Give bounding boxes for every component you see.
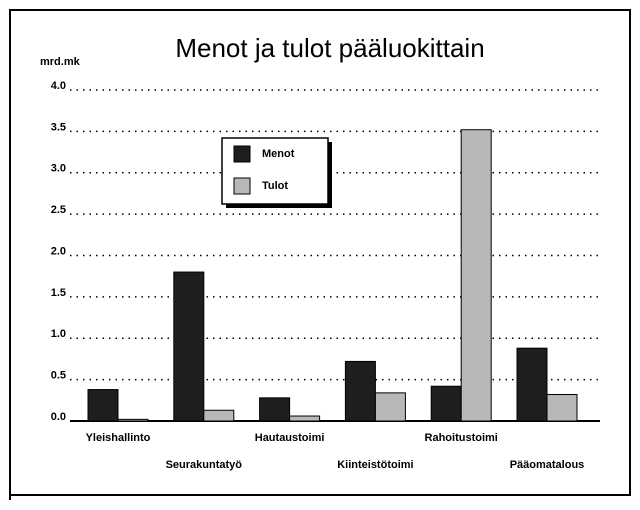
bar (87, 389, 119, 422)
legend-swatch (233, 177, 251, 195)
bar (259, 397, 291, 422)
x-tick-label: Rahoitustoimi (425, 432, 498, 444)
y-tick-label: 0.5 (51, 370, 66, 382)
y-tick-label: 2.0 (51, 245, 66, 257)
x-tick-label: Hautaustoimi (255, 432, 325, 444)
y-axis-label: mrd.mk (40, 56, 81, 68)
bar (289, 415, 321, 422)
bar (460, 129, 492, 422)
x-tick-label: Pääomatalous (510, 459, 585, 471)
frame (9, 9, 631, 500)
y-tick-label: 1.5 (51, 287, 66, 299)
y-tick-label: 1.0 (51, 328, 66, 340)
x-tick-label: Seurakuntatyö (166, 459, 243, 471)
bar (173, 271, 205, 422)
x-tick-label: Yleishallinto (86, 432, 151, 444)
bar (117, 418, 149, 422)
y-tick-label: 2.5 (51, 204, 66, 216)
chart-title: Menot ja tulot pääluokittain (175, 33, 484, 63)
bar (516, 347, 548, 422)
bar (203, 409, 235, 422)
bar (546, 394, 578, 422)
y-tick-label: 0.0 (51, 411, 66, 423)
legend-swatch (233, 145, 251, 163)
legend-label: Menot (262, 148, 295, 160)
bar (430, 385, 462, 422)
bar (344, 360, 376, 422)
y-tick-label: 3.0 (51, 163, 66, 175)
y-tick-label: 4.0 (51, 80, 66, 92)
x-tick-label: Kiinteistötoimi (337, 459, 413, 471)
legend-label: Tulot (262, 180, 288, 192)
bar (374, 392, 406, 422)
y-tick-label: 3.5 (51, 121, 66, 133)
